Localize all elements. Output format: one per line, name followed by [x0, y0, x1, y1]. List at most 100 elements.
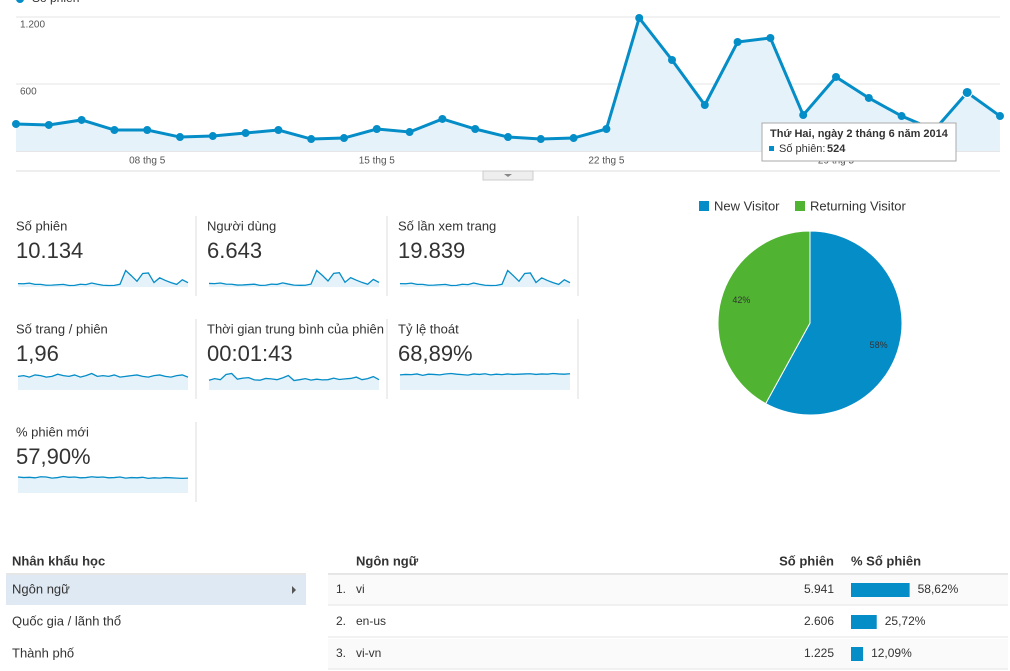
- pct-label: 58,62%: [918, 582, 959, 596]
- pct-bar: [851, 615, 877, 629]
- point[interactable]: [241, 129, 250, 138]
- point[interactable]: [864, 93, 873, 102]
- tooltip-swatch: [769, 146, 774, 151]
- tooltip-date: Thứ Hai, ngày 2 tháng 6 năm 2014: [770, 128, 949, 140]
- sparkline-area: [400, 373, 570, 390]
- sparkline-area: [209, 270, 379, 287]
- metric-label: Tỷ lệ thoát: [398, 321, 459, 336]
- sidebar-item[interactable]: Quốc gia / lãnh thổ: [12, 613, 121, 628]
- row-name[interactable]: en-us: [356, 614, 386, 628]
- table-row: [328, 607, 1008, 637]
- point[interactable]: [668, 55, 676, 64]
- tooltip-label: Số phiên:: [779, 143, 825, 155]
- sparkline-area: [209, 373, 379, 390]
- point[interactable]: [635, 14, 644, 23]
- legend-label: New Visitor: [714, 198, 780, 213]
- legend-label: Số phiên: [32, 0, 79, 5]
- y-tick-label: 1.200: [20, 20, 45, 31]
- point[interactable]: [536, 135, 545, 144]
- point[interactable]: [897, 112, 906, 121]
- row-sessions: 5.941: [804, 582, 834, 596]
- row-sessions: 2.606: [804, 614, 834, 628]
- point[interactable]: [471, 125, 480, 134]
- pct-bar: [851, 583, 910, 597]
- point[interactable]: [340, 134, 348, 143]
- sparkline-area: [18, 373, 188, 390]
- table-header: % Số phiên: [851, 553, 921, 568]
- point[interactable]: [961, 86, 973, 98]
- sidebar-arrow: [292, 586, 296, 594]
- point[interactable]: [307, 135, 316, 144]
- metric-value: 19.839: [398, 238, 465, 263]
- x-tick-label: 15 thg 5: [359, 156, 396, 167]
- point[interactable]: [700, 100, 709, 109]
- metric-label: Người dùng: [207, 218, 276, 233]
- pie-slice[interactable]: [764, 230, 903, 416]
- point[interactable]: [766, 33, 775, 42]
- metric-value: 10.134: [16, 238, 83, 263]
- point[interactable]: [44, 120, 53, 129]
- point[interactable]: [372, 125, 381, 134]
- point[interactable]: [405, 128, 414, 137]
- metric-value: 6.643: [207, 238, 262, 263]
- point[interactable]: [832, 72, 840, 81]
- point[interactable]: [733, 38, 742, 47]
- legend-label: Returning Visitor: [810, 198, 907, 213]
- area: [16, 18, 1000, 151]
- sparkline: [17, 269, 189, 287]
- sidebar-item[interactable]: Ngôn ngữ: [12, 581, 70, 596]
- point[interactable]: [996, 112, 1004, 121]
- sparkline: [17, 475, 189, 480]
- point[interactable]: [110, 126, 119, 135]
- legend-dot: [16, 0, 24, 3]
- point[interactable]: [143, 126, 152, 135]
- row-rank: 3.: [336, 646, 346, 660]
- sparkline: [399, 269, 571, 287]
- sparkline-area: [400, 270, 570, 287]
- sidebar-item[interactable]: Thành phố: [12, 645, 74, 660]
- tooltip-box: [761, 122, 957, 162]
- row-rank: 1.: [336, 582, 346, 596]
- point[interactable]: [504, 133, 512, 142]
- sparkline-area: [18, 476, 188, 493]
- sidebar-header: [6, 551, 306, 575]
- row-rank: 2.: [336, 614, 346, 628]
- point[interactable]: [208, 132, 217, 141]
- pie-label: 42%: [732, 295, 750, 305]
- point[interactable]: [602, 125, 611, 134]
- point[interactable]: [274, 126, 283, 135]
- pct-bar: [851, 647, 864, 661]
- sparkline: [208, 269, 380, 287]
- sparkline-area: [18, 270, 188, 287]
- pct-label: 12,09%: [871, 646, 912, 660]
- metric-label: % phiên mới: [16, 424, 89, 439]
- tooltip-value: 524: [827, 143, 846, 155]
- point[interactable]: [77, 115, 86, 124]
- point[interactable]: [12, 119, 20, 128]
- pct-label: 25,72%: [885, 614, 926, 628]
- sparkline: [399, 372, 571, 376]
- x-tick-label: 22 thg 5: [588, 156, 625, 167]
- sidebar-title: Nhân khẩu học: [12, 553, 105, 568]
- legend-swatch: [795, 201, 805, 211]
- point[interactable]: [799, 111, 808, 120]
- legend-swatch: [699, 201, 709, 211]
- point[interactable]: [176, 133, 184, 142]
- row-name[interactable]: vi-vn: [356, 646, 381, 660]
- sparkline: [208, 372, 380, 382]
- table-row: [328, 639, 1008, 669]
- row-sessions: 1.225: [804, 646, 834, 660]
- metric-value: 68,89%: [398, 341, 473, 366]
- scroll-arrow: [504, 174, 512, 177]
- metric-value: 1,96: [16, 341, 59, 366]
- pie-slice[interactable]: [717, 230, 811, 405]
- point[interactable]: [569, 134, 578, 143]
- metric-value: 00:01:43: [207, 341, 293, 366]
- y-tick-label: 600: [20, 87, 37, 98]
- sparkline: [17, 372, 189, 378]
- table-header: Số phiên: [779, 553, 834, 568]
- point[interactable]: [438, 114, 447, 123]
- row-name[interactable]: vi: [356, 582, 365, 596]
- sidebar-selected: [6, 575, 306, 605]
